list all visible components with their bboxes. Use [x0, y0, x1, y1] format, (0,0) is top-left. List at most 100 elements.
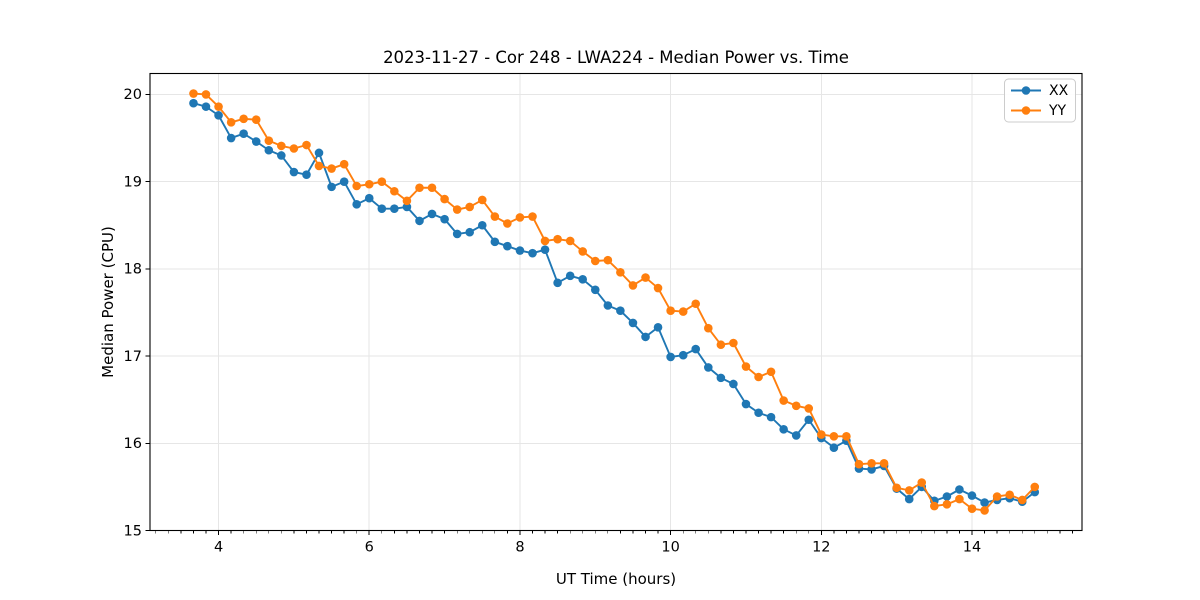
data-point-yy [214, 102, 223, 111]
data-point-xx [867, 465, 876, 474]
x-tick-label: 10 [661, 540, 679, 556]
data-point-yy [892, 483, 901, 493]
data-point-yy [264, 136, 274, 145]
data-point-xx [415, 216, 424, 226]
data-point-yy [842, 432, 851, 441]
data-point-xx [741, 399, 751, 409]
data-point-yy [415, 183, 424, 193]
data-point-xx [829, 443, 839, 452]
data-point-yy [628, 281, 638, 290]
y-tick-label: 16 [124, 436, 142, 452]
legend-label-yy: YY [1048, 103, 1067, 119]
data-point-xx [201, 102, 211, 111]
data-point-xx [704, 363, 713, 372]
legend-sample-marker-xx [1021, 86, 1031, 95]
data-point-xx [503, 241, 512, 251]
data-point-xx [616, 306, 625, 316]
data-point-xx [226, 133, 236, 143]
data-point-xx [352, 200, 361, 209]
data-point-yy [490, 212, 500, 221]
x-tick-label: 14 [963, 540, 981, 556]
data-point-xx [942, 492, 952, 501]
data-point-yy [967, 504, 977, 513]
series-yy [189, 89, 1040, 515]
data-point-xx [302, 170, 311, 179]
data-point-xx [214, 111, 223, 120]
data-point-xx [590, 285, 600, 295]
legend: XX YY [1004, 78, 1076, 123]
y-tick-label: 18 [124, 262, 142, 278]
data-point-xx [653, 322, 663, 332]
data-point-yy [867, 459, 876, 468]
data-point-yy [515, 213, 525, 222]
y-tick-label: 17 [124, 349, 142, 365]
data-point-yy [314, 161, 324, 171]
data-point-yy [452, 205, 462, 214]
data-point-yy [327, 164, 336, 173]
data-point-yy [201, 90, 211, 99]
x-tick-label: 8 [515, 540, 524, 556]
data-point-xx [791, 431, 801, 440]
tick-labels: 4 6 8 10 12 14 15 16 17 18 19 20 [124, 87, 982, 555]
data-point-yy [930, 501, 939, 511]
data-point-xx [578, 275, 587, 284]
data-point-xx [402, 202, 412, 212]
data-point-xx [540, 245, 550, 254]
data-point-xx [967, 491, 977, 500]
x-tick-label: 4 [214, 540, 223, 556]
data-point-yy [704, 323, 713, 333]
data-point-yy [942, 500, 952, 509]
data-point-yy [779, 396, 788, 405]
data-point-xx [364, 193, 374, 203]
data-point-xx [603, 301, 613, 310]
legend-label-xx: XX [1049, 83, 1069, 99]
data-point-xx [980, 498, 989, 507]
data-point-yy [616, 268, 625, 277]
data-point-xx [666, 352, 675, 362]
data-point-yy [992, 492, 1002, 501]
y-tick-label: 15 [124, 523, 142, 539]
data-point-yy [277, 141, 286, 151]
data-point-yy [565, 236, 575, 246]
gridlines [150, 73, 1082, 531]
data-point-xx [277, 151, 286, 160]
data-point-yy [189, 89, 198, 98]
data-point-yy [904, 486, 914, 495]
data-point-yy [590, 256, 600, 266]
data-point-xx [390, 204, 399, 213]
data-point-xx [189, 98, 198, 108]
data-point-yy [666, 306, 675, 316]
data-point-xx [452, 229, 462, 239]
data-point-xx [327, 182, 336, 192]
data-point-yy [427, 183, 437, 193]
data-point-yy [364, 179, 374, 189]
data-point-xx [628, 318, 638, 328]
data-point-xx [490, 237, 500, 247]
data-point-yy [540, 236, 550, 246]
data-point-yy [716, 340, 726, 350]
data-point-yy [980, 506, 989, 515]
data-point-xx [553, 278, 562, 288]
data-point-yy [302, 140, 311, 150]
data-point-yy [477, 195, 487, 205]
data-point-yy [766, 367, 776, 377]
data-point-yy [678, 307, 688, 316]
data-point-xx [565, 271, 575, 281]
data-point-xx [678, 350, 688, 360]
data-point-yy [553, 234, 562, 244]
data-point-yy [791, 401, 801, 411]
data-point-yy [854, 459, 864, 469]
data-point-yy [879, 459, 889, 468]
data-point-yy [503, 219, 512, 228]
chart-title: 2023-11-27 - Cor 248 - LWA224 - Median P… [383, 48, 849, 67]
data-point-xx [239, 129, 248, 138]
data-point-yy [1030, 482, 1040, 492]
data-point-yy [603, 255, 613, 265]
data-point-yy [528, 212, 537, 221]
data-point-yy [1017, 495, 1027, 505]
data-point-yy [339, 159, 349, 169]
data-point-yy [465, 202, 474, 212]
data-point-yy [390, 186, 399, 196]
